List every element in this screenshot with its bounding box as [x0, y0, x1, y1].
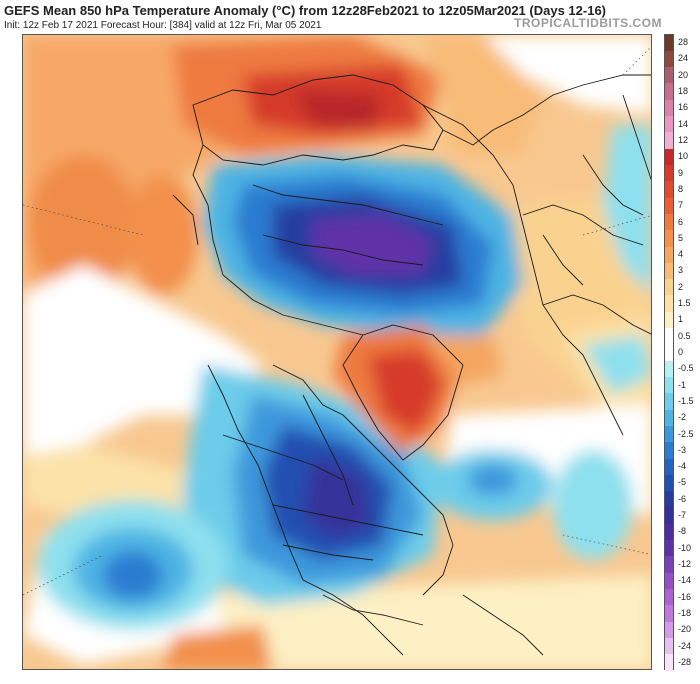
colorbar-segment	[665, 262, 673, 281]
colorbar-label: -0.5	[678, 363, 694, 374]
colorbar-segment	[665, 230, 673, 248]
colorbar-segment	[665, 458, 673, 476]
colorbar-label: 20	[678, 69, 689, 80]
colorbar-label: -1.5	[678, 395, 694, 406]
colorbar-segment	[665, 99, 673, 118]
anomaly-field	[23, 35, 651, 669]
colorbar-segment	[665, 654, 673, 672]
colorbar-segment	[665, 572, 673, 590]
colorbar-label: -12	[678, 559, 692, 569]
colorbar-label: -18	[678, 607, 692, 618]
colorbar-label: 1.5	[678, 298, 691, 309]
colorbar-label: 1	[678, 314, 684, 325]
graticule	[23, 46, 651, 596]
colorbar-label: 3	[678, 265, 684, 276]
colorbar-label: 28	[678, 37, 689, 48]
colorbar-label: 10	[678, 151, 689, 162]
colorbar-segment	[665, 197, 673, 215]
colorbar-segment	[665, 328, 673, 346]
colorbar-label: 18	[678, 86, 689, 97]
colorbar-segment	[665, 588, 673, 607]
colorbar-label: 14	[678, 118, 689, 129]
colorbar-segment	[665, 425, 673, 444]
colorbar-segment	[665, 376, 673, 395]
colorbar-label: -4	[678, 461, 687, 472]
coastlines	[172, 74, 651, 656]
colorbar-label: 2	[678, 281, 684, 292]
colorbar-label: -2	[678, 412, 687, 423]
colorbar-label: 5	[678, 232, 684, 243]
colorbar-segment	[665, 83, 673, 101]
colorbar-label: 0	[678, 347, 684, 357]
colorbar-label: 0.5	[678, 330, 691, 341]
colorbar-label: 6	[678, 216, 684, 227]
colorbar-segment	[665, 344, 673, 362]
colorbar-segment	[665, 523, 673, 542]
colorbar-segment	[665, 132, 673, 150]
colorbar-segment	[665, 279, 673, 297]
colorbar-label: -1	[678, 379, 687, 390]
colorbar-label: -3	[678, 444, 687, 455]
colorbar-segment	[665, 442, 673, 460]
colorbar-segment	[665, 393, 673, 411]
colorbar-label: 9	[678, 167, 684, 178]
colorbar-segment	[665, 164, 673, 183]
colorbar-label: -10	[678, 542, 692, 553]
run-info: Init: 12z Feb 17 2021 Forecast Hour: [38…	[4, 20, 322, 31]
anomaly-map	[22, 34, 652, 670]
colorbar-label: 12	[678, 135, 689, 145]
colorbar-label: 7	[678, 200, 684, 211]
colorbar-label: 16	[678, 102, 689, 113]
colorbar-segment	[665, 148, 673, 166]
colorbar-segment	[665, 540, 673, 558]
colorbar-segment	[665, 605, 673, 623]
colorbar-label: -14	[678, 575, 692, 586]
colorbar-label: 4	[678, 249, 684, 260]
colorbar-segment	[665, 637, 673, 656]
colorbar-segment	[665, 474, 673, 493]
colorbar-label: -8	[678, 526, 687, 537]
colorbar-segment	[665, 295, 673, 313]
colorbar-segment	[665, 246, 673, 264]
colorbar-segment	[665, 360, 673, 378]
map-canvas	[23, 35, 651, 669]
colorbar-label: -28	[678, 656, 692, 667]
colorbar-label: 8	[678, 183, 684, 194]
colorbar-segment	[665, 67, 673, 85]
colorbar-label: -7	[678, 510, 687, 521]
colorbar-label: -16	[678, 591, 692, 602]
colorbar-segment	[665, 491, 673, 509]
colorbar	[664, 34, 674, 672]
colorbar-label: -20	[678, 624, 692, 635]
colorbar-segment	[665, 116, 673, 134]
colorbar-segment	[665, 556, 673, 574]
colorbar-label: -5	[678, 477, 687, 488]
colorbar-segment	[665, 50, 673, 69]
map-title: GEFS Mean 850 hPa Temperature Anomaly (°…	[4, 3, 606, 18]
colorbar-label: -6	[678, 493, 687, 504]
colorbar-label: 24	[678, 53, 689, 64]
colorbar-label: -2.5	[678, 428, 694, 439]
colorbar-segment	[665, 507, 673, 525]
colorbar-segment	[665, 311, 673, 330]
colorbar-segment	[665, 409, 673, 427]
colorbar-segment	[665, 213, 673, 232]
colorbar-segment	[665, 34, 673, 52]
colorbar-label: -24	[678, 640, 692, 651]
colorbar-segment	[665, 181, 673, 199]
colorbar-segment	[665, 621, 673, 639]
brand-watermark[interactable]: TROPICALTIDBITS.COM	[514, 16, 662, 30]
